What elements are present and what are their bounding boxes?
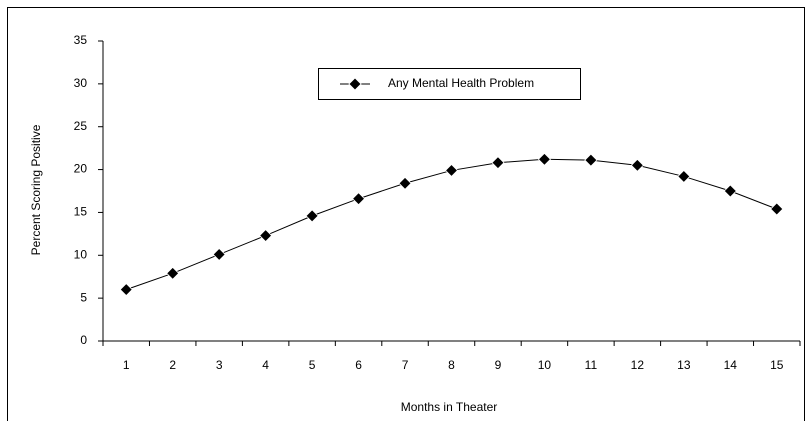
chart-frame (7, 7, 805, 421)
data-point (398, 176, 412, 190)
y-tick-label: 15 (74, 205, 88, 219)
data-point (259, 229, 273, 243)
data-point (584, 153, 598, 167)
data-point (119, 283, 133, 297)
y-tick-label: 10 (74, 247, 88, 261)
x-tick-label: 12 (631, 358, 645, 372)
data-point (537, 152, 551, 166)
y-axis-title: Percent Scoring Positive (29, 124, 43, 255)
y-tick-label: 0 (80, 333, 87, 347)
x-tick-label: 8 (448, 358, 455, 372)
data-point (212, 247, 226, 261)
data-point (677, 169, 691, 183)
x-tick-label: 9 (495, 358, 502, 372)
data-point (491, 156, 505, 170)
data-point (770, 202, 784, 216)
data-point (166, 266, 180, 280)
x-tick-label: 7 (402, 358, 409, 372)
data-point (723, 184, 737, 198)
x-tick-label: 10 (538, 358, 552, 372)
y-tick-label: 30 (74, 76, 88, 90)
data-point (305, 209, 319, 223)
legend-marker (348, 77, 362, 91)
series-line (126, 158, 777, 291)
data-point (444, 163, 459, 177)
x-tick-label: 3 (216, 358, 223, 372)
x-tick-label: 13 (677, 358, 691, 372)
x-tick-label: 1 (123, 358, 130, 372)
x-tick-label: 6 (355, 358, 362, 372)
x-tick-label: 11 (585, 358, 598, 372)
x-tick-label: 5 (309, 358, 316, 372)
data-point (630, 158, 644, 172)
data-point (352, 192, 366, 206)
x-axis-title: Months in Theater (401, 400, 498, 414)
x-tick-label: 4 (262, 358, 269, 372)
x-tick-label: 14 (724, 358, 738, 372)
y-tick-label: 5 (80, 290, 87, 304)
x-tick-label: 2 (169, 358, 176, 372)
y-tick-label: 35 (74, 33, 88, 47)
legend-label: Any Mental Health Problem (388, 76, 534, 90)
y-tick-label: 25 (74, 119, 88, 133)
y-tick-label: 20 (74, 162, 88, 176)
x-tick-label: 15 (770, 358, 784, 372)
